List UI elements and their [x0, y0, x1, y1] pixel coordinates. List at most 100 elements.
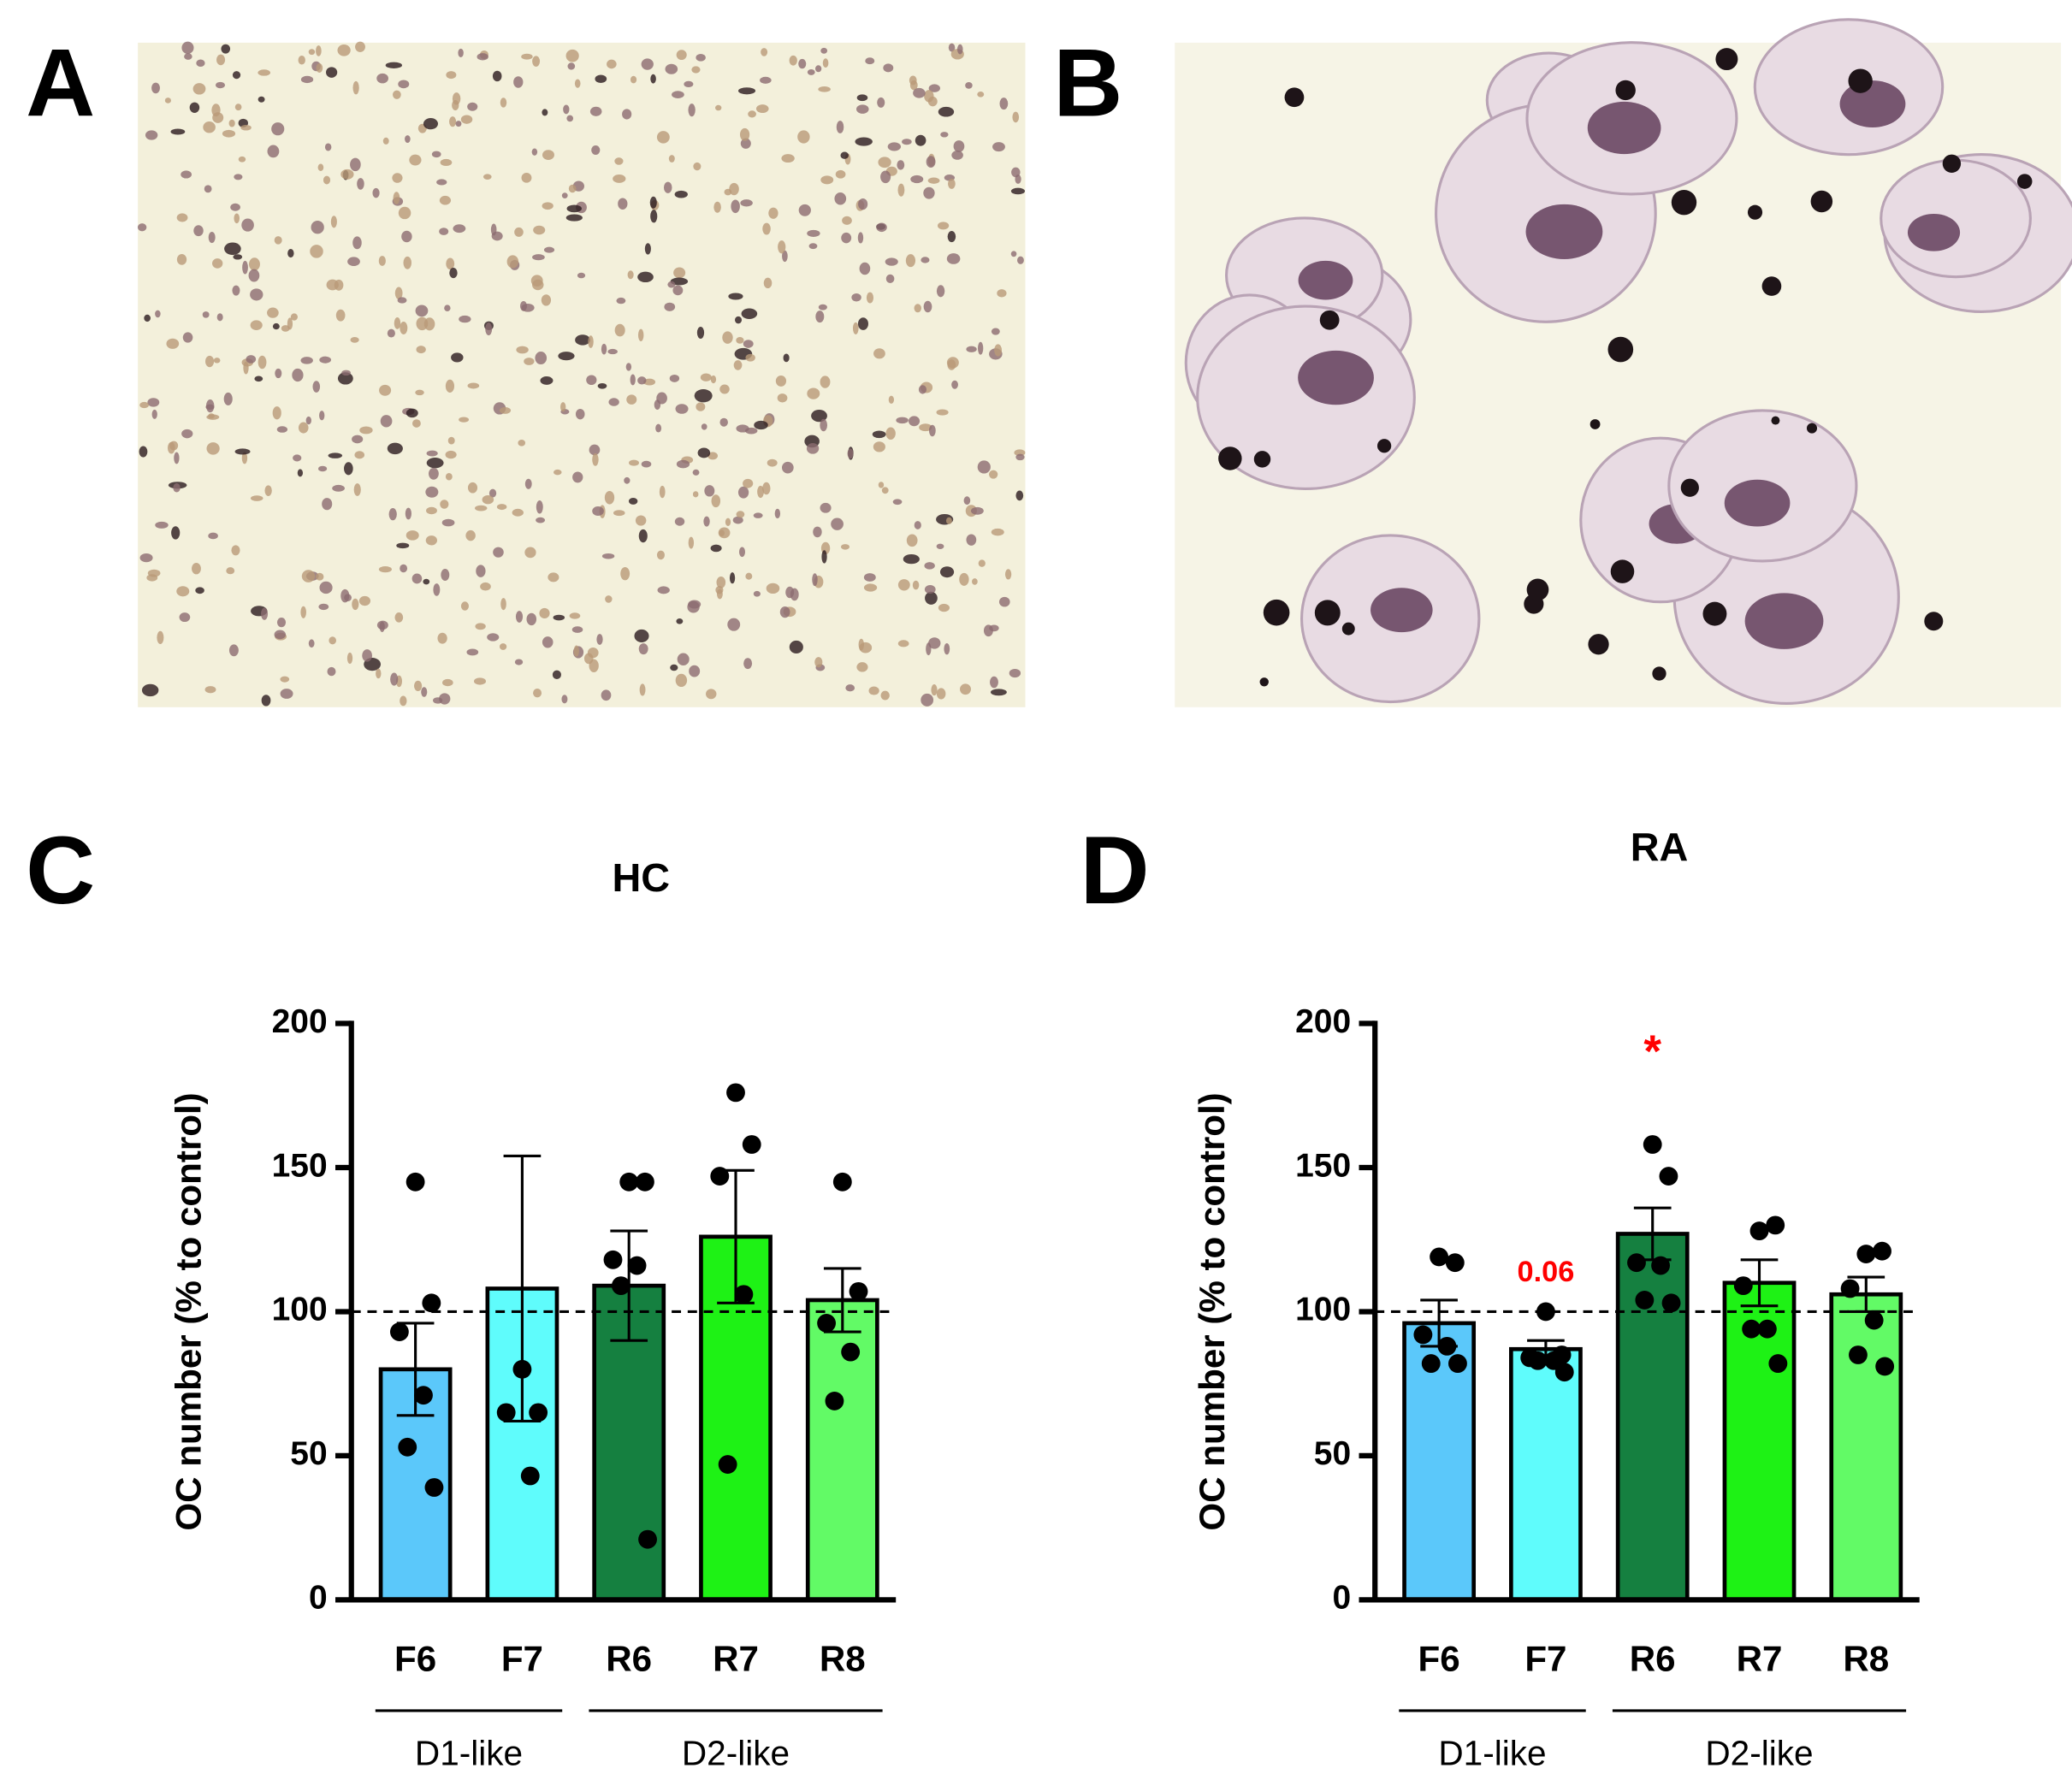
cell [601, 553, 615, 559]
data-point [1437, 1336, 1457, 1356]
cell [896, 417, 909, 424]
cell [317, 465, 328, 472]
cell [347, 257, 360, 267]
cell [452, 99, 459, 111]
cell [326, 67, 338, 78]
cell [139, 553, 153, 563]
cell [566, 204, 582, 213]
cell [387, 442, 403, 455]
data-point [1840, 1279, 1860, 1298]
nucleus [1607, 336, 1634, 363]
cell [592, 452, 599, 466]
cell [873, 348, 885, 359]
nucleus [1218, 446, 1242, 470]
cell [675, 673, 688, 688]
cell [650, 210, 658, 223]
cell [789, 640, 803, 654]
cell [630, 75, 637, 84]
cell [196, 59, 205, 68]
cell [991, 328, 1000, 335]
cell [694, 389, 713, 403]
data-point [520, 1466, 540, 1486]
cell [676, 50, 687, 61]
cell [1010, 187, 1025, 195]
y-tick-label: 0 [1332, 1580, 1351, 1617]
cell [667, 281, 676, 288]
data-point [1430, 1247, 1449, 1267]
data-point [406, 1172, 425, 1192]
data-point [1627, 1253, 1646, 1273]
data-point [1659, 1167, 1678, 1186]
cell [754, 420, 768, 430]
cell [390, 672, 399, 686]
cell [316, 572, 324, 581]
cell [405, 507, 411, 520]
cell [806, 443, 820, 454]
cell [335, 309, 346, 322]
cell [936, 543, 944, 549]
cell [841, 232, 852, 244]
cell [561, 192, 568, 198]
cell [928, 637, 941, 649]
cell [393, 90, 401, 99]
cell [475, 623, 486, 630]
cell [650, 74, 656, 84]
cell [782, 461, 794, 474]
cell [514, 227, 524, 237]
cell [711, 494, 721, 508]
cell [358, 595, 371, 606]
cell [887, 142, 902, 151]
cell [813, 526, 822, 538]
cell [521, 173, 532, 183]
cell [308, 639, 315, 648]
y-tick-label: 200 [1295, 1003, 1351, 1040]
cell [928, 84, 940, 92]
cell [341, 370, 352, 376]
cell [323, 175, 331, 185]
cell [228, 119, 235, 127]
nucleus [1263, 599, 1290, 626]
cell [855, 104, 869, 114]
cell [638, 643, 648, 655]
data-point [398, 1437, 417, 1457]
cell [914, 521, 921, 529]
cell [499, 643, 507, 650]
cell [446, 257, 455, 270]
cell [625, 363, 632, 371]
cell [274, 630, 287, 640]
cell [990, 689, 1007, 696]
cell [176, 213, 188, 222]
cell [230, 203, 240, 211]
cell [542, 636, 554, 648]
cell [500, 98, 507, 108]
cell [352, 80, 359, 95]
cell [903, 553, 920, 565]
cell [378, 256, 386, 266]
cell [676, 618, 684, 624]
cell [601, 343, 607, 355]
cell [672, 91, 684, 98]
cell [729, 182, 739, 196]
cell [762, 222, 771, 235]
cell [574, 79, 581, 88]
cell [707, 452, 719, 460]
cell [425, 486, 439, 498]
cell [560, 402, 566, 412]
cell [743, 658, 753, 670]
cell [232, 71, 241, 80]
cell [953, 140, 965, 152]
cell [355, 41, 365, 52]
cell [406, 408, 418, 418]
cell [573, 645, 579, 657]
cell [312, 381, 321, 393]
cell [778, 240, 786, 254]
cell [637, 376, 647, 385]
y-tick-label: 100 [272, 1292, 328, 1328]
cell [155, 521, 169, 529]
osteoclast-core [1587, 101, 1661, 155]
cell [925, 591, 938, 605]
osteoclast-core [1298, 260, 1353, 300]
cell [171, 526, 181, 540]
cell [866, 292, 874, 304]
cell [540, 376, 554, 385]
